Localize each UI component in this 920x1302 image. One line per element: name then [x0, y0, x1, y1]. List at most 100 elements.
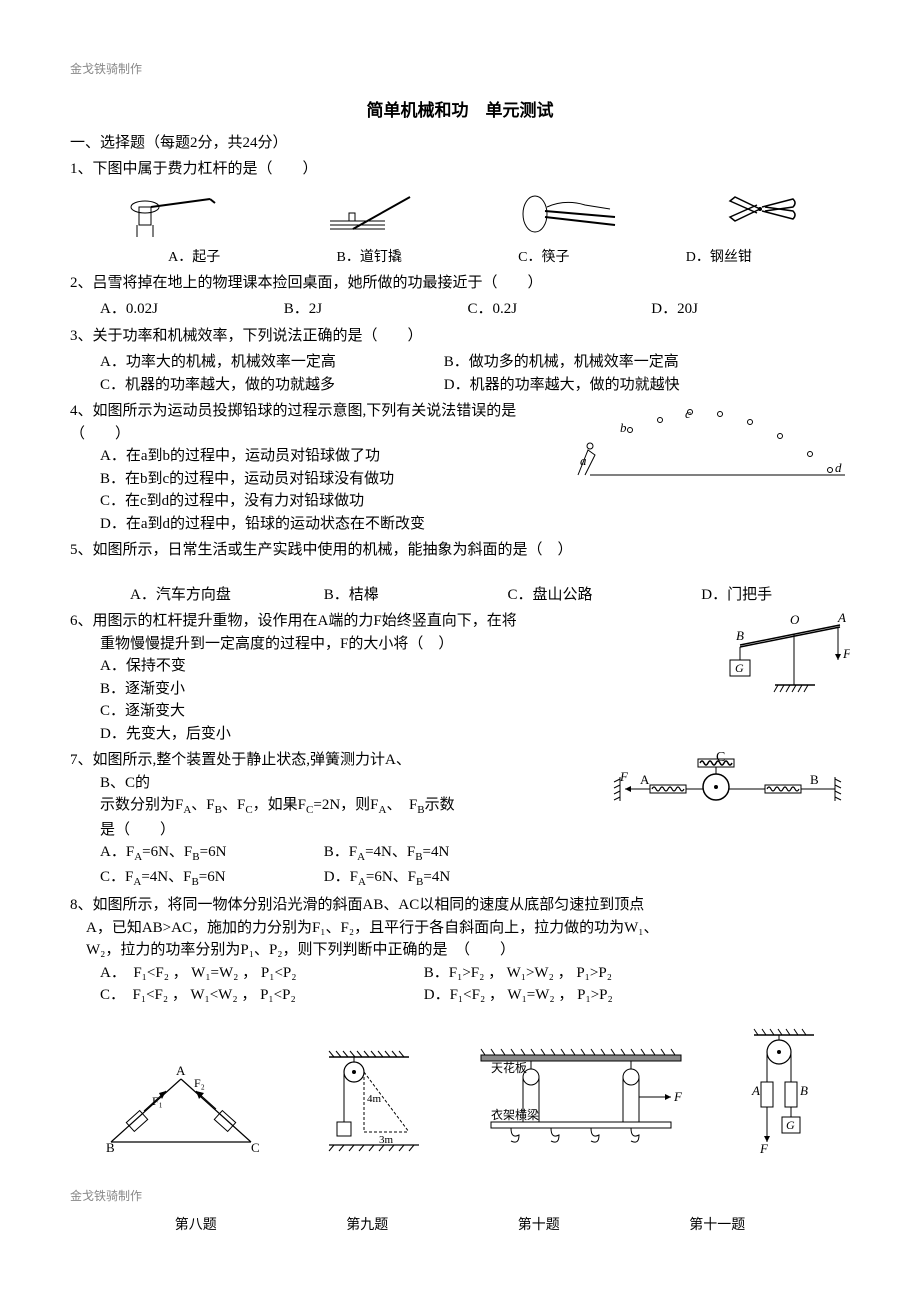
svg-text:B: B [810, 772, 819, 787]
page-title: 简单机械和功 单元测试 [70, 98, 850, 124]
q3-options-row1: A．功率大的机械，机械效率一定高 B．做功多的机械，机械效率一定高 [100, 351, 850, 374]
q6-text1: 用图示的杠杆提升重物，设作用在A端的力F始终竖直向下，在将 [93, 613, 517, 629]
q2-options: A．0.02J B．2J C．0.2J D．20J [100, 298, 850, 321]
q1-optC: C．筷子 [518, 247, 569, 268]
svg-text:C: C [251, 1140, 260, 1155]
bottom-figures-row: A B C F₁ F₂ 4m 3m 天花板 [70, 1027, 850, 1157]
svg-text:G: G [735, 661, 744, 675]
q5-optB: B．桔槔 [324, 584, 464, 607]
q6-label: 6、 [70, 613, 93, 629]
header-watermark: 金戈铁骑制作 [70, 60, 850, 78]
q7-diagram: C A F B [610, 749, 850, 819]
q7-text1: 如图所示,整个装置处于静止状态,弹簧测力计A、 [93, 752, 411, 768]
q8-optD: D．F₁<F₂ ， W₁=W₂ ， P₁>P₂ [424, 984, 613, 1007]
q1-figA-screwdriver-icon [115, 189, 225, 239]
svg-text:4m: 4m [367, 1093, 382, 1105]
q7-optCD: C．FA=4N、FB=6N D．FA=6N、FB=4N [100, 866, 850, 891]
question-8: 8、如图所示，将同一物体分别沿光滑的斜面AB、AC以相同的速度从底部匀速拉到顶点… [70, 894, 850, 1007]
q3-label: 3、 [70, 328, 93, 344]
q5-text: 如图所示，日常生活或生产实践中使用的机械，能抽象为斜面的是（ ） [93, 542, 573, 558]
svg-text:B: B [800, 1083, 808, 1098]
q1-optD: D．钢丝钳 [686, 247, 752, 268]
svg-text:B: B [736, 628, 744, 643]
question-6: O B A G F 6、用图示的杠杆提升重物，设作用在A端的力F始终竖直向下，在… [70, 610, 850, 745]
q3-text: 关于功率和机械效率，下列说法正确的是（ ） [93, 328, 423, 344]
q8-optB: B．F₁>F₂ ， W₁>W₂ ， P₁>P₂ [424, 962, 612, 985]
q1-label: 1、 [70, 161, 93, 177]
q8-text3: W₂，拉力的功率分别为P₁、P₂，则下列判断中正确的是 （ ） [86, 939, 850, 962]
fig10-label-ceiling: 天花板 [491, 1060, 527, 1075]
q5-optC: C．盘山公路 [508, 584, 658, 607]
question-5: 5、如图所示，日常生活或生产实践中使用的机械，能抽象为斜面的是（ ） [70, 539, 850, 562]
q2-text: 吕雪将掉在地上的物理课本捡回桌面，她所做的功最接近于（ ） [93, 275, 543, 291]
q4-diagram: a b c d [570, 400, 850, 480]
fig10-label-beam: 衣架横梁 [491, 1107, 539, 1122]
q2-label: 2、 [70, 275, 93, 291]
q1-option-labels: A．起子 B．道钉撬 C．筷子 D．钢丝钳 [70, 247, 850, 268]
q3-optB: B．做功多的机械，机械效率一定高 [444, 351, 679, 374]
q8-label: 8、 [70, 897, 93, 913]
q1-figD-pliers-icon [715, 189, 805, 239]
q2-optD: D．20J [651, 298, 698, 321]
q8-optC: C． F₁<F₂ ， W₁<W₂ ， P₁<P₂ [100, 984, 380, 1007]
q2-optC: C．0.2J [468, 298, 608, 321]
q4-label: 4、 [70, 403, 93, 419]
q1-figC-chopsticks-icon [515, 189, 625, 239]
q5-label: 5、 [70, 542, 93, 558]
q7-optAB: A．FA=6N、FB=6N B．FA=4N、FB=4N [100, 841, 850, 866]
svg-text:B: B [106, 1140, 115, 1155]
q3-optD: D．机器的功率越大，做的功就越快 [444, 374, 680, 397]
section-heading: 一、选择题（每题2分，共24分） [70, 132, 850, 155]
q3-options-row2: C．机器的功率越大，做的功就越多 D．机器的功率越大，做的功就越快 [100, 374, 850, 397]
question-3: 3、关于功率和机械效率，下列说法正确的是（ ） [70, 325, 850, 348]
fig10-hanger-icon: 天花板 衣架横梁 F [471, 1047, 691, 1157]
q6-optD: D．先变大，后变小 [100, 723, 850, 746]
svg-text:A: A [640, 772, 650, 787]
question-1: 1、下图中属于费力杠杆的是（ ） [70, 158, 850, 181]
fig9-label: 第九题 [346, 1215, 388, 1236]
question-7: C A F B [70, 749, 850, 890]
q1-text: 下图中属于费力杠杆的是（ ） [93, 161, 318, 177]
q5-optA: A．汽车方向盘 [130, 584, 280, 607]
q8-optAB: A． F₁<F₂ ， W₁=W₂ ， P₁<P₂ B．F₁>F₂ ， W₁>W₂… [100, 962, 850, 985]
fig9-pulley-icon: 4m 3m [309, 1047, 439, 1157]
q4-text: 如图所示为运动员投掷铅球的过程示意图,下列有关说法错误的是（ ） [70, 403, 516, 442]
q7-label: 7、 [70, 752, 93, 768]
q6-diagram: O B A G F [720, 610, 850, 700]
question-4: a b c d 4、如图所示为运动员投掷铅球的过程示意图,下列有关说法错误的是（… [70, 400, 850, 535]
svg-text:A: A [176, 1063, 186, 1078]
footer-watermark: 金戈铁骑制作 [70, 1187, 850, 1205]
q8-optA: A． F₁<F₂ ， W₁=W₂ ， P₁<P₂ [100, 962, 380, 985]
svg-text:O: O [790, 612, 800, 627]
q4-optC: C．在c到d的过程中，没有力对铅球做功 [100, 490, 850, 513]
q1-optA: A．起子 [168, 247, 220, 268]
q8-text2: A，已知AB>AC，施加的力分别为F₁、F₂，且平行于各自斜面向上，拉力做的功为… [86, 917, 850, 940]
q4-label-d: d [835, 460, 842, 475]
svg-text:A: A [751, 1083, 760, 1098]
q2-optB: B．2J [284, 298, 424, 321]
svg-text:F: F [842, 646, 850, 661]
q3-optC: C．机器的功率越大，做的功就越多 [100, 374, 400, 397]
q5-options: A．汽车方向盘 B．桔槔 C．盘山公路 D．门把手 [130, 584, 850, 607]
q1-figures [70, 189, 850, 239]
q2-optA: A．0.02J [100, 298, 240, 321]
question-2: 2、吕雪将掉在地上的物理课本捡回桌面，她所做的功最接近于（ ） [70, 272, 850, 295]
fig8-label: 第八题 [175, 1215, 217, 1236]
fig10-label: 第十题 [518, 1215, 560, 1236]
svg-text:F: F [673, 1089, 683, 1104]
svg-text:A: A [837, 610, 846, 625]
q7-text4: 是（ ） [100, 819, 850, 842]
fig8-incline-icon: A B C F₁ F₂ [96, 1057, 276, 1157]
svg-text:F: F [759, 1141, 769, 1156]
fig11-label: 第十一题 [689, 1215, 745, 1236]
q4-optD: D．在a到d的过程中，铅球的运动状态在不断改变 [100, 513, 850, 536]
q1-figB-crowbar-icon [315, 189, 425, 239]
q3-optA: A．功率大的机械，机械效率一定高 [100, 351, 400, 374]
q4-label-b: b [620, 420, 627, 435]
q8-text1: 如图所示，将同一物体分别沿光滑的斜面AB、AC以相同的速度从底部匀速拉到顶点 [93, 897, 645, 913]
svg-text:3m: 3m [379, 1134, 394, 1146]
svg-text:F₁: F₁ [152, 1094, 163, 1108]
q5-optD: D．门把手 [701, 584, 772, 607]
fig11-pulley-icon: A F B G [724, 1027, 824, 1157]
svg-text:G: G [786, 1118, 795, 1132]
